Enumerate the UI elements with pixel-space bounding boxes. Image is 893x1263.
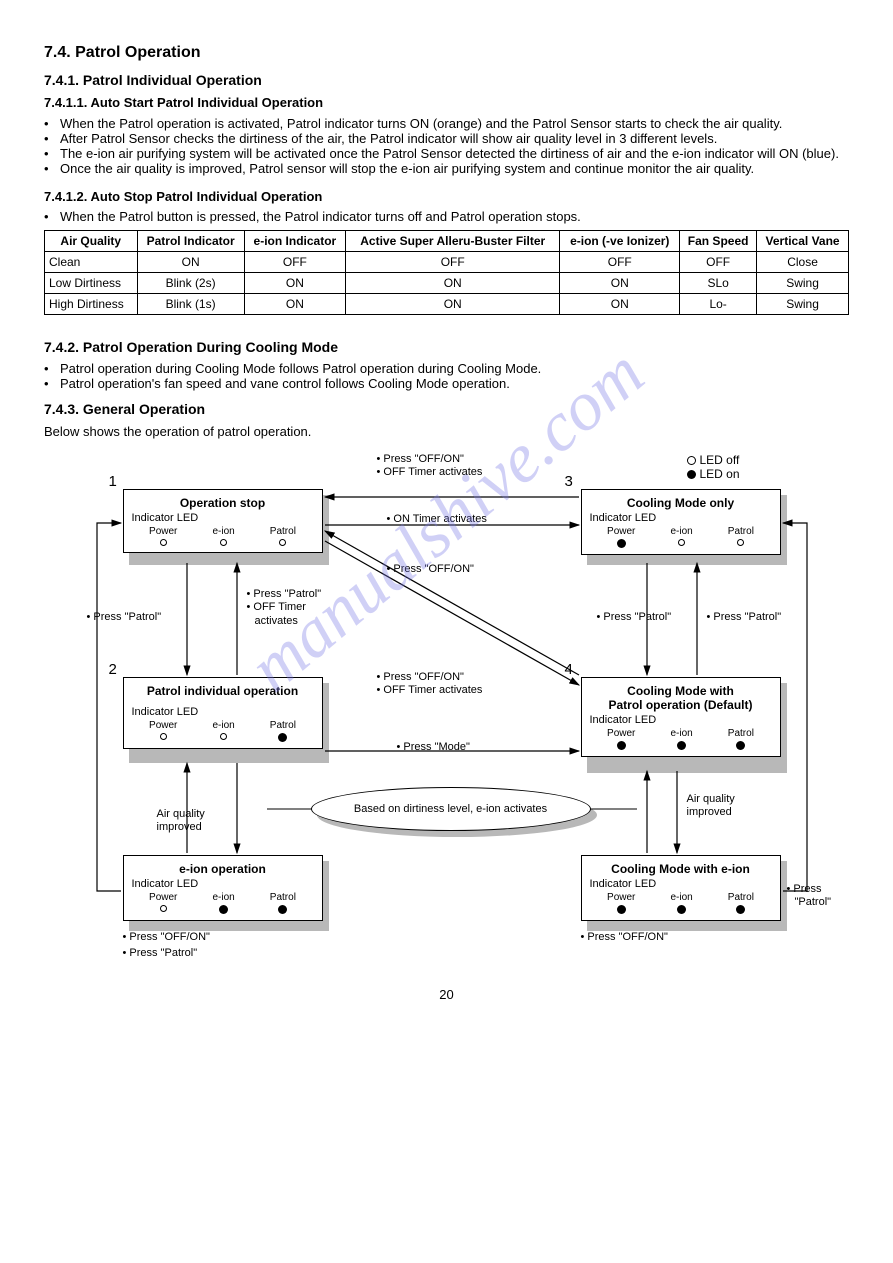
- td-2-0: High Dirtiness: [45, 294, 138, 315]
- node-2-ind: Indicator LED: [132, 706, 314, 718]
- td-0-0: Clean: [45, 252, 138, 273]
- node-3-ind: Indicator LED: [590, 512, 772, 524]
- node-1-ind: Indicator LED: [132, 512, 314, 524]
- p742-1-text: Patrol operation's fan speed and vane co…: [60, 376, 510, 391]
- bullet-1-text: After Patrol Sensor checks the dirtiness…: [60, 131, 717, 146]
- lbl-press-patrol-r2: • Press "Patrol": [707, 611, 782, 625]
- page-number: 20: [44, 987, 849, 1002]
- legend-on: LED on: [700, 467, 740, 481]
- bullet-3-text: Once the air quality is improved, Patrol…: [60, 161, 754, 176]
- table-row: Low Dirtiness Blink (2s) ON ON ON SLo Sw…: [45, 273, 849, 294]
- lbl-press-patrol-left: • Press "Patrol": [87, 611, 162, 625]
- node-5-title: e-ion operation: [132, 862, 314, 876]
- td-1-1: Blink (2s): [137, 273, 244, 294]
- ellipse-text: Based on dirtiness level, e-ion activate…: [354, 803, 547, 815]
- p742-0: •Patrol operation during Cooling Mode fo…: [44, 361, 849, 376]
- td-0-2: OFF: [244, 252, 345, 273]
- node-4-title2: Patrol operation (Default): [590, 698, 772, 712]
- section-7-4-title: 7.4. Patrol Operation: [44, 44, 849, 62]
- td-2-2: ON: [244, 294, 345, 315]
- lbl-patrol-bl: • Press "Patrol": [123, 947, 198, 961]
- td-2-4: ON: [560, 294, 680, 315]
- th-2: e-ion Indicator: [244, 231, 345, 252]
- lbl-on-timer: • ON Timer activates: [387, 513, 487, 527]
- lbl-offon-bl: • Press "OFF/ON": [123, 931, 210, 945]
- th-1: Patrol Indicator: [137, 231, 244, 252]
- legend-off: LED off: [700, 453, 740, 467]
- node-4-num: 4: [565, 661, 573, 678]
- node-6-title: Cooling Mode with e-ion: [590, 862, 772, 876]
- td-0-1: ON: [137, 252, 244, 273]
- td-2-5: Lo-: [680, 294, 757, 315]
- lbl-top: • Press "OFF/ON" • OFF Timer activates: [377, 453, 483, 481]
- td-1-2: ON: [244, 273, 345, 294]
- lbl-offon-br: • Press "OFF/ON": [581, 931, 668, 945]
- node-1-num: 1: [109, 473, 117, 490]
- lbl-press-mode: • Press "Mode": [397, 741, 470, 755]
- lbl-press-offon-diag: • Press "OFF/ON": [387, 563, 474, 577]
- node-eion-operation: e-ion operation Indicator LED Power e-io…: [123, 855, 323, 921]
- node-4-title: Cooling Mode with: [590, 684, 772, 698]
- bullet-3: •Once the air quality is improved, Patro…: [44, 161, 849, 176]
- legend: LED off LED on: [687, 453, 740, 481]
- p742-0-text: Patrol operation during Cooling Mode fol…: [60, 361, 541, 376]
- section-7-4-2-title: 7.4.2. Patrol Operation During Cooling M…: [44, 339, 849, 355]
- stop-bullet-0: •When the Patrol button is pressed, the …: [44, 209, 849, 224]
- lbl-mid: • Press "OFF/ON" • OFF Timer activates: [377, 671, 483, 699]
- table-header-row: Air Quality Patrol Indicator e-ion Indic…: [45, 231, 849, 252]
- th-5: Fan Speed: [680, 231, 757, 252]
- p742-1: •Patrol operation's fan speed and vane c…: [44, 376, 849, 391]
- node-6-ind: Indicator LED: [590, 878, 772, 890]
- node-cooling-only: Cooling Mode only Indicator LED Power e-…: [581, 489, 781, 555]
- patrol-state-diagram: LED off LED on 1 Operation stop Indicato…: [67, 453, 827, 963]
- node-patrol-individual: Patrol individual operation Indicator LE…: [123, 677, 323, 749]
- td-2-1: Blink (1s): [137, 294, 244, 315]
- node-2-num: 2: [109, 661, 117, 678]
- node-3-num: 3: [565, 473, 573, 490]
- node-2-title: Patrol individual operation: [132, 684, 314, 698]
- node-1-title: Operation stop: [132, 496, 314, 510]
- p743-text: Below shows the operation of patrol oper…: [44, 423, 849, 441]
- th-0: Air Quality: [45, 231, 138, 252]
- td-1-5: SLo: [680, 273, 757, 294]
- section-7-4-3-title: 7.4.3. General Operation: [44, 401, 849, 417]
- table-row: High Dirtiness Blink (1s) ON ON ON Lo- S…: [45, 294, 849, 315]
- ellipse-note: Based on dirtiness level, e-ion activate…: [311, 787, 591, 831]
- bullet-0: •When the Patrol operation is activated,…: [44, 116, 849, 131]
- bullet-0-text: When the Patrol operation is activated, …: [60, 116, 782, 131]
- node-5-ind: Indicator LED: [132, 878, 314, 890]
- table-row: Clean ON OFF OFF OFF OFF Close: [45, 252, 849, 273]
- td-1-0: Low Dirtiness: [45, 273, 138, 294]
- lbl-air-improved-left: Air quality improved: [157, 808, 205, 836]
- node-operation-stop: Operation stop Indicator LED Power e-ion…: [123, 489, 323, 553]
- td-2-6: Swing: [757, 294, 849, 315]
- td-1-4: ON: [560, 273, 680, 294]
- section-7-4-1-title: 7.4.1. Patrol Individual Operation: [44, 72, 849, 88]
- th-6: Vertical Vane: [757, 231, 849, 252]
- bullet-1: •After Patrol Sensor checks the dirtines…: [44, 131, 849, 146]
- auto-start-heading: 7.4.1.1. Auto Start Patrol Individual Op…: [44, 94, 849, 112]
- node-4-ind: Indicator LED: [590, 714, 772, 726]
- air-quality-table: Air Quality Patrol Indicator e-ion Indic…: [44, 230, 849, 315]
- node-cooling-patrol: Cooling Mode with Patrol operation (Defa…: [581, 677, 781, 757]
- td-1-6: Swing: [757, 273, 849, 294]
- bullet-2: •The e-ion air purifying system will be …: [44, 146, 849, 161]
- lbl-air-improved-right: Air quality improved: [687, 793, 735, 821]
- td-0-4: OFF: [560, 252, 680, 273]
- lbl-press-patrol-far: • Press "Patrol": [787, 883, 832, 911]
- th-4: e-ion (-ve Ionizer): [560, 231, 680, 252]
- lbl-press-patrol-off: • Press "Patrol" • OFF Timer activates: [247, 588, 322, 629]
- td-1-3: ON: [346, 273, 560, 294]
- node-3-title: Cooling Mode only: [590, 496, 772, 510]
- td-0-3: OFF: [346, 252, 560, 273]
- lbl-press-patrol-r1: • Press "Patrol": [597, 611, 672, 625]
- bullet-2-text: The e-ion air purifying system will be a…: [60, 146, 839, 161]
- td-0-6: Close: [757, 252, 849, 273]
- node-cooling-eion: Cooling Mode with e-ion Indicator LED Po…: [581, 855, 781, 921]
- stop-bullet-0-text: When the Patrol button is pressed, the P…: [60, 209, 581, 224]
- auto-stop-heading: 7.4.1.2. Auto Stop Patrol Individual Ope…: [44, 188, 849, 206]
- td-2-3: ON: [346, 294, 560, 315]
- td-0-5: OFF: [680, 252, 757, 273]
- th-3: Active Super Alleru-Buster Filter: [346, 231, 560, 252]
